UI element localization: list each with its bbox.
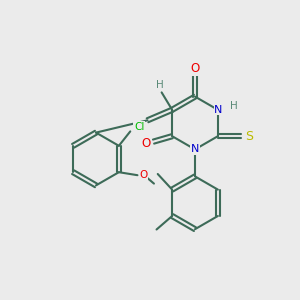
Text: H: H	[156, 80, 164, 90]
Text: S: S	[245, 130, 253, 143]
Text: O: O	[141, 136, 151, 150]
Text: N: N	[191, 144, 199, 154]
Text: N: N	[214, 105, 223, 115]
Text: O: O	[190, 62, 200, 75]
Text: H: H	[230, 101, 238, 111]
Text: O: O	[139, 170, 148, 180]
Text: Cl: Cl	[134, 122, 145, 132]
